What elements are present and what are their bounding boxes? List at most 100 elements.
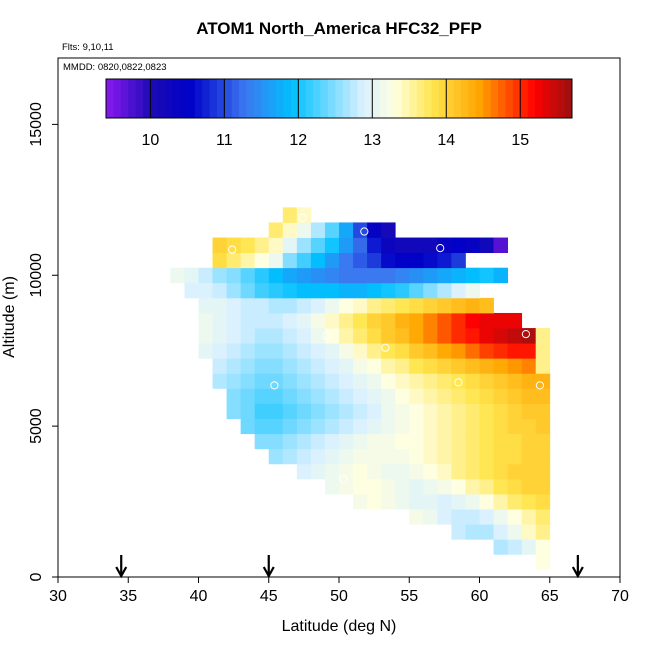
heatmap-cell [324,388,340,404]
heatmap-cell [437,328,452,344]
heatmap-cell [240,237,256,254]
heatmap-cell [310,297,326,314]
heatmap-cell [254,358,270,374]
heatmap-cell [310,433,326,450]
heatmap-cell [493,509,508,525]
heatmap-cell [226,388,242,404]
colorbar-swatch [342,79,351,118]
heatmap-cell [353,297,368,314]
flight-arrows [115,555,584,579]
heatmap-cell [212,267,227,284]
heatmap-cell [395,433,410,450]
colorbar-swatch [453,79,462,118]
sample-point-marker [339,474,348,483]
heatmap-cell [254,282,270,299]
heatmap-cell [367,297,382,314]
heatmap-cell [226,267,242,284]
heatmap-cell [409,433,424,450]
heatmap-cell [353,267,368,284]
heatmap-cell [437,343,452,359]
sample-point-marker [549,507,559,517]
colorbar-swatch [290,79,299,118]
y-tick-label: 10000 [28,253,45,298]
sample-point-marker [322,331,331,340]
heatmap-cell [451,297,466,314]
heatmap-cell [423,463,438,480]
heatmap-cell [324,267,340,284]
colorbar-swatch [231,79,240,118]
heatmap-cell [465,267,480,284]
heatmap-cell [451,328,466,344]
heatmap-cell [437,358,452,374]
heatmap-cell [212,237,227,254]
heatmap-cell [184,282,199,299]
heatmap-cell [423,494,438,510]
heatmap-cell [493,403,508,419]
heatmap-cell [409,343,424,359]
heatmap-cell [409,358,424,374]
heatmap-cell [268,297,284,314]
heatmap-cell [451,282,466,299]
heatmap-cell [226,328,242,344]
heatmap-cell [535,463,551,480]
sample-point-marker [521,330,531,339]
heatmap-cell [409,328,424,344]
colorbar-swatch [253,79,262,118]
heatmap-cell [240,388,256,404]
colorbar-swatch [320,79,329,118]
heatmap-cell [493,448,508,465]
heatmap-cell [310,282,326,299]
heatmap-cell [282,418,298,435]
x-tick-label: 55 [400,588,418,605]
heatmap-cell [451,312,466,329]
heatmap-cell [282,282,298,299]
heatmap-cell [493,328,508,344]
heatmap-cell [367,328,382,344]
heatmap-cell [409,403,424,419]
heatmap-cell [367,343,382,359]
colorbar-swatch [172,79,181,118]
heatmap-cell [282,207,298,223]
heatmap-cell [310,403,326,419]
heatmap-cell [437,267,452,284]
heatmap-cell [507,539,523,555]
heatmap-cell [310,252,326,269]
heatmap-cell [339,312,354,329]
heatmap-cell [353,252,368,269]
heatmap-cell [479,418,494,435]
colorbar-swatch [187,79,196,118]
plot-frame [57,57,621,578]
heatmap-cell [367,494,382,510]
heatmap-cell [268,312,284,329]
heatmap-cell [479,403,494,419]
heatmap-cell [409,252,424,269]
colorbar-swatch [535,79,543,118]
heatmap-cell [465,463,480,480]
heatmap-cell [521,463,537,480]
heatmap-cell [310,418,326,435]
heatmap-cell [409,373,424,389]
heatmap-cell [423,237,438,254]
sample-point-marker [436,244,445,253]
colorbar-swatch [557,79,566,118]
colorbar-swatch [401,79,410,118]
heatmap-cell [240,343,256,359]
heatmap-cell [254,388,270,404]
heatmap-cell [268,252,284,269]
heatmap-cell [212,297,227,314]
heatmap-cell [521,433,537,450]
heatmap-cell [381,282,396,299]
heatmap-cell [465,328,480,344]
colorbar-swatch [520,79,529,118]
heatmap-cell [310,448,326,465]
heatmap-cell [395,403,410,419]
heatmap-cell [493,524,508,540]
x-tick-label: 30 [49,588,67,605]
heatmap-cell [268,267,284,284]
heatmap-cell [451,448,466,465]
heatmap-cell [479,433,494,450]
heatmap-cell [479,237,494,254]
colorbar-tick-label: 10 [141,132,159,149]
heatmap-cell [353,418,368,435]
heatmap-cell [437,252,452,269]
